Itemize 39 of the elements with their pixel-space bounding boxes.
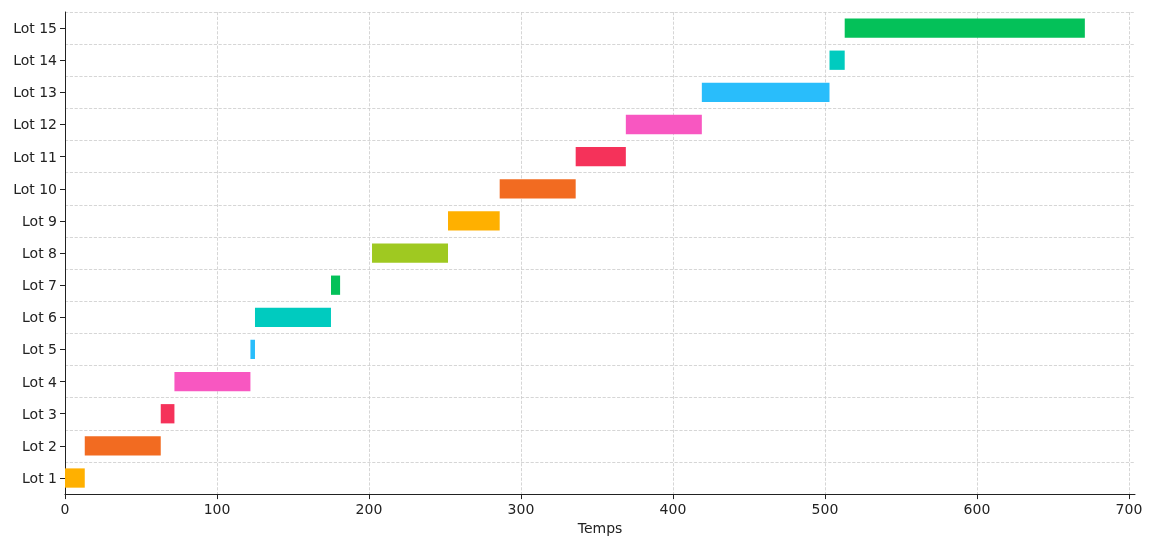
x-tick-label: 500 [811,501,839,518]
y-tick-label: Lot 15 [13,20,57,37]
bar [330,275,341,295]
bar [84,436,161,456]
bar [174,371,251,392]
bar [625,114,702,135]
y-tick-label: Lot 14 [13,52,58,69]
bar [372,243,449,263]
x-tick-label: 100 [203,501,231,518]
y-tick-label: Lot 5 [22,341,57,358]
bar [499,179,576,199]
bar [250,339,255,360]
x-axis-title: Temps [576,520,623,536]
y-tick-label: Lot 6 [22,309,58,326]
y-tick-label: Lot 9 [22,212,57,229]
x-tick-label: 400 [659,501,687,518]
bar [65,468,85,488]
bar [844,18,1085,38]
y-tick-label: Lot 12 [13,116,57,133]
y-tick-label: Lot 8 [22,245,57,262]
x-tick-label: 200 [355,501,383,518]
x-tick-label: 0 [60,501,70,518]
y-tick-label: Lot 2 [22,437,57,454]
bar [254,307,331,327]
bar [701,82,830,102]
y-tick-label: Lot 1 [22,470,57,487]
y-tick-label: Lot 13 [13,84,57,101]
y-tick-label: Lot 4 [22,373,58,390]
bar [829,50,845,70]
y-tick-label: Lot 10 [13,180,57,197]
bar [448,211,500,231]
x-tick-label: 700 [1115,501,1143,518]
x-tick-label: 600 [963,501,991,518]
y-tick-label: Lot 7 [22,277,57,294]
y-tick-label: Lot 3 [22,405,57,422]
y-tick-label: Lot 11 [13,148,57,165]
bar [575,146,626,167]
x-tick-label: 300 [507,501,535,518]
bar [160,404,175,424]
